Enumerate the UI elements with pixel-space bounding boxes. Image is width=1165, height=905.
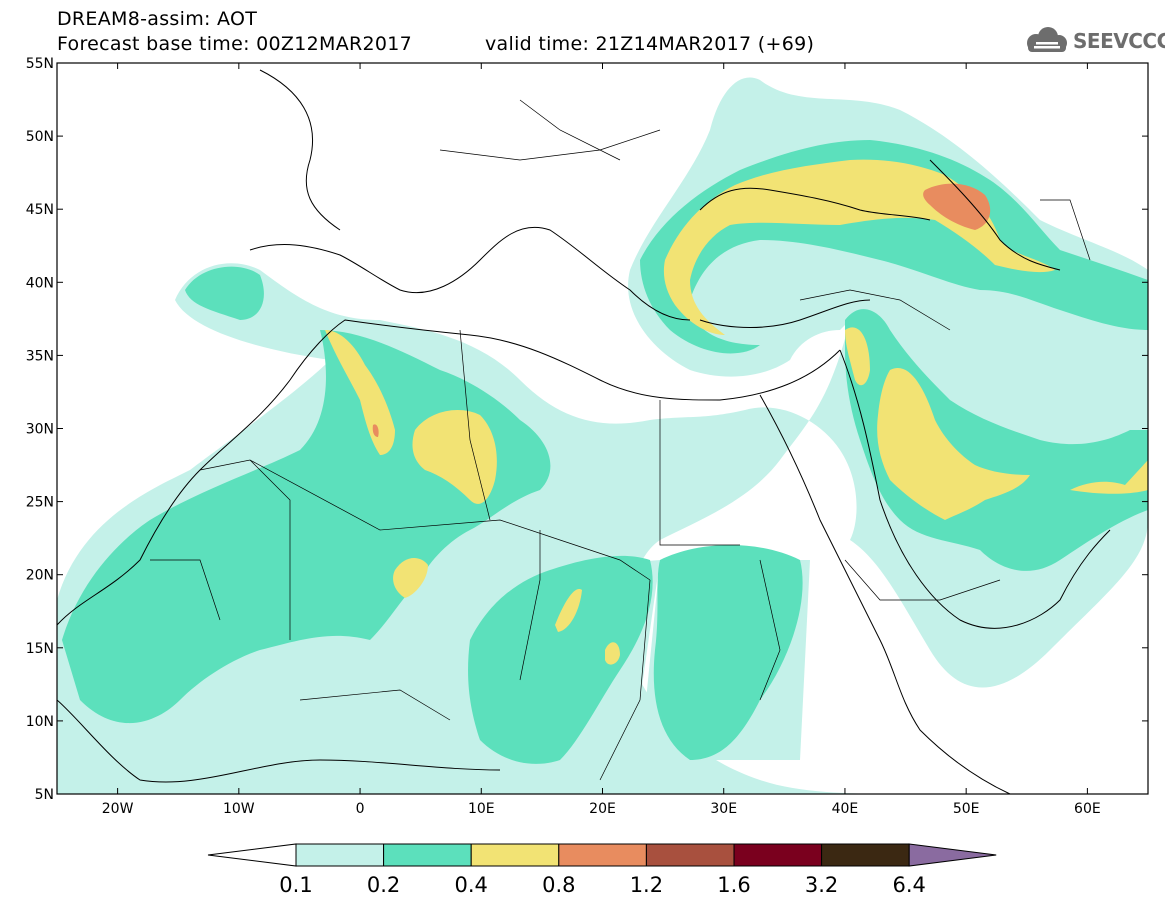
forecast-base-time: Forecast base time: 00Z12MAR2017: [57, 33, 413, 55]
y-axis: 55N 50N 45N 40N 35N 30N 25N 20N 15N 10N 5N: [26, 56, 1148, 803]
legend-label: 0.4: [454, 873, 487, 897]
country-borders: [150, 99, 1091, 781]
legend-swatch: [383, 843, 472, 867]
legend-swatch: [558, 843, 647, 867]
legend-arrow-high: [908, 843, 997, 867]
x-tick-label: 10W: [223, 801, 255, 817]
legend-swatch: [470, 843, 560, 867]
aot-band-0.8: [372, 183, 991, 437]
y-tick-label: 5N: [35, 787, 54, 803]
legend-label: 1.2: [630, 873, 663, 897]
coastlines: [57, 69, 1111, 794]
x-axis: 20W 10W 0 10E 20E 30E 40E 50E 60E: [102, 63, 1101, 817]
x-tick-label: 40E: [832, 801, 859, 817]
x-tick-label: 0: [356, 801, 365, 817]
y-tick-label: 40N: [26, 275, 54, 291]
valid-time: valid time: 21Z14MAR2017 (+69): [485, 33, 815, 55]
legend-swatch: [295, 843, 385, 867]
legend-swatch: [821, 843, 910, 867]
legend-label: 0.2: [367, 873, 400, 897]
y-tick-label: 15N: [26, 641, 54, 657]
y-tick-label: 50N: [26, 129, 54, 145]
legend-label: 0.8: [542, 873, 575, 897]
x-tick-label: 60E: [1074, 801, 1101, 817]
legend-swatch: [645, 843, 735, 867]
x-tick-label: 30E: [710, 801, 737, 817]
x-tick-label: 50E: [953, 801, 980, 817]
legend-label: 6.4: [892, 873, 925, 897]
y-tick-label: 25N: [26, 495, 54, 511]
x-tick-label: 20W: [102, 801, 134, 817]
legend-label: 0.1: [279, 873, 312, 897]
y-tick-label: 35N: [26, 348, 54, 364]
y-tick-label: 45N: [26, 202, 54, 218]
legend-label: 1.6: [717, 873, 750, 897]
cloud-icon: [1027, 27, 1067, 52]
y-tick-label: 20N: [26, 568, 54, 584]
legend-label: 3.2: [805, 873, 838, 897]
map-title: DREAM8-assim: AOT: [57, 8, 258, 30]
y-tick-label: 30N: [26, 422, 54, 438]
legend-swatch: [733, 843, 823, 867]
y-tick-label: 10N: [26, 714, 54, 730]
x-tick-label: 20E: [589, 801, 616, 817]
logo-text: SEEVCCC: [1073, 29, 1165, 53]
x-tick-label: 10E: [468, 801, 495, 817]
y-tick-label: 55N: [26, 56, 54, 72]
legend-arrow-low: [207, 843, 297, 867]
